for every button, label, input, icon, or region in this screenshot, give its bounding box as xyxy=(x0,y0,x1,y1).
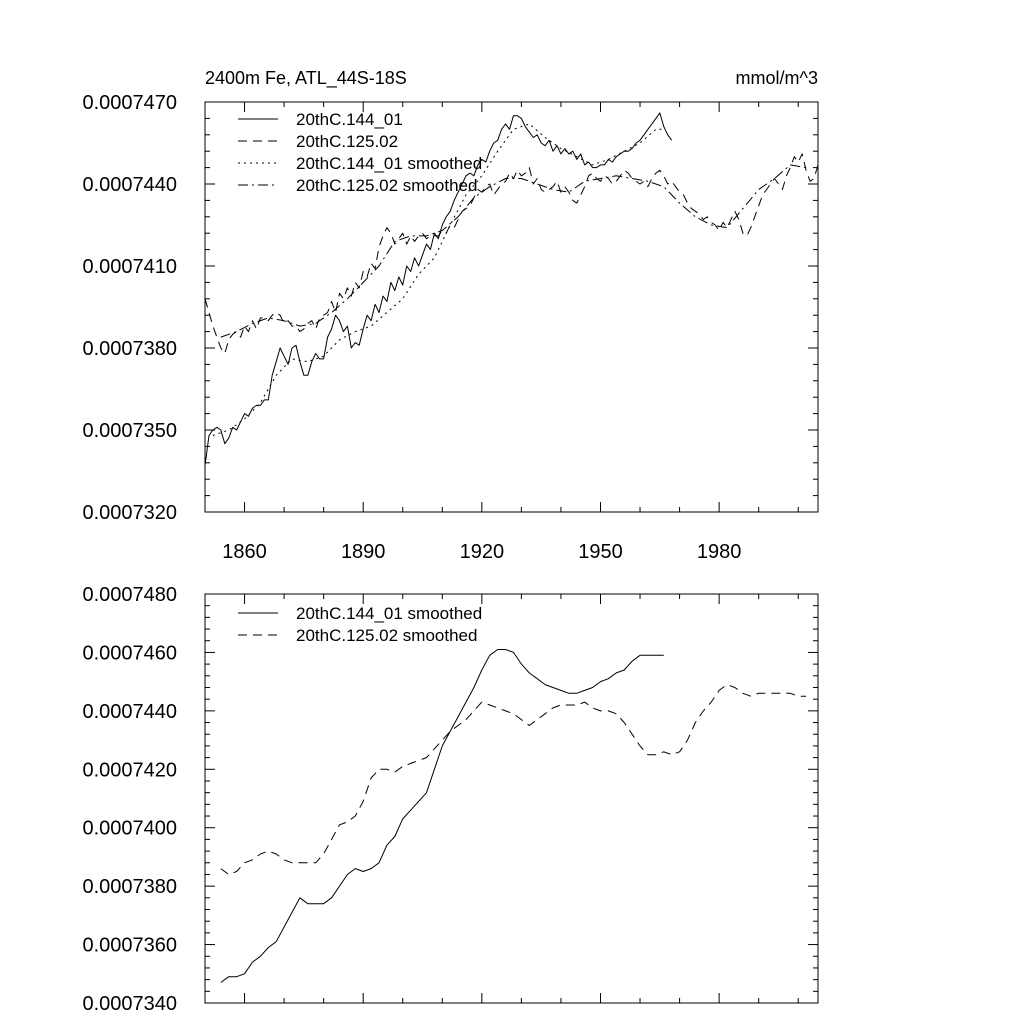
top-legend-label-2: 20thC.125.02 xyxy=(296,132,398,151)
top-series-line-3 xyxy=(212,123,664,436)
top-ytick-label: 0.0007470 xyxy=(82,92,177,114)
bottom-legend-label-2: 20thC.125.02 smoothed xyxy=(296,626,477,645)
top-xtick-label: 1860 xyxy=(222,541,267,563)
bottom-ytick-label: 0.0007480 xyxy=(82,584,177,606)
bottom-plot-frame xyxy=(204,593,819,1004)
top-xtick-label: 1950 xyxy=(578,541,623,563)
top-xtick-label: 1980 xyxy=(697,541,742,563)
bottom-series-line-2 xyxy=(220,684,807,875)
bottom-legend-label-1: 20thC.144_01 smoothed xyxy=(296,604,482,623)
top-series-line-4 xyxy=(220,164,807,338)
top-legend-label-1: 20thC.144_01 xyxy=(296,110,403,129)
bottom-ytick-label: 0.0007440 xyxy=(82,701,177,723)
bottom-ytick-label: 0.0007460 xyxy=(82,642,177,664)
top-panel: 2400m Fe, ATL_44S-18S mmol/m^3 1860 1890 1… xyxy=(82,68,819,563)
top-ytick-label: 0.0007440 xyxy=(82,174,177,196)
top-xtick-label: 1920 xyxy=(460,541,505,563)
top-series-line-1 xyxy=(204,112,673,466)
top-title: 2400m Fe, ATL_44S-18S xyxy=(205,68,407,89)
top-ytick-label: 0.0007320 xyxy=(82,502,177,524)
top-units: mmol/m^3 xyxy=(736,68,818,88)
bottom-panel: 0.0007340 0.0007360 0.0007380 0.0007400 0.00… xyxy=(82,584,819,1015)
top-ytick-label: 0.0007350 xyxy=(82,420,177,442)
top-plot-frame xyxy=(204,101,819,513)
bottom-ytick-label: 0.0007360 xyxy=(82,935,177,957)
top-xtick-label: 1890 xyxy=(341,541,386,563)
top-legend-label-3: 20thC.144_01 smoothed xyxy=(296,154,482,173)
bottom-series-line-1 xyxy=(220,649,664,983)
top-ytick-label: 0.0007410 xyxy=(82,256,177,278)
bottom-ytick-label: 0.0007400 xyxy=(82,818,177,840)
top-series-line-2 xyxy=(204,153,819,354)
bottom-ytick-label: 0.0007420 xyxy=(82,759,177,781)
top-legend-label-4: 20thC.125.02 smoothed xyxy=(296,176,477,195)
bottom-ytick-label: 0.0007340 xyxy=(82,993,177,1015)
top-ytick-label: 0.0007380 xyxy=(82,338,177,360)
bottom-ytick-label: 0.0007380 xyxy=(82,876,177,898)
